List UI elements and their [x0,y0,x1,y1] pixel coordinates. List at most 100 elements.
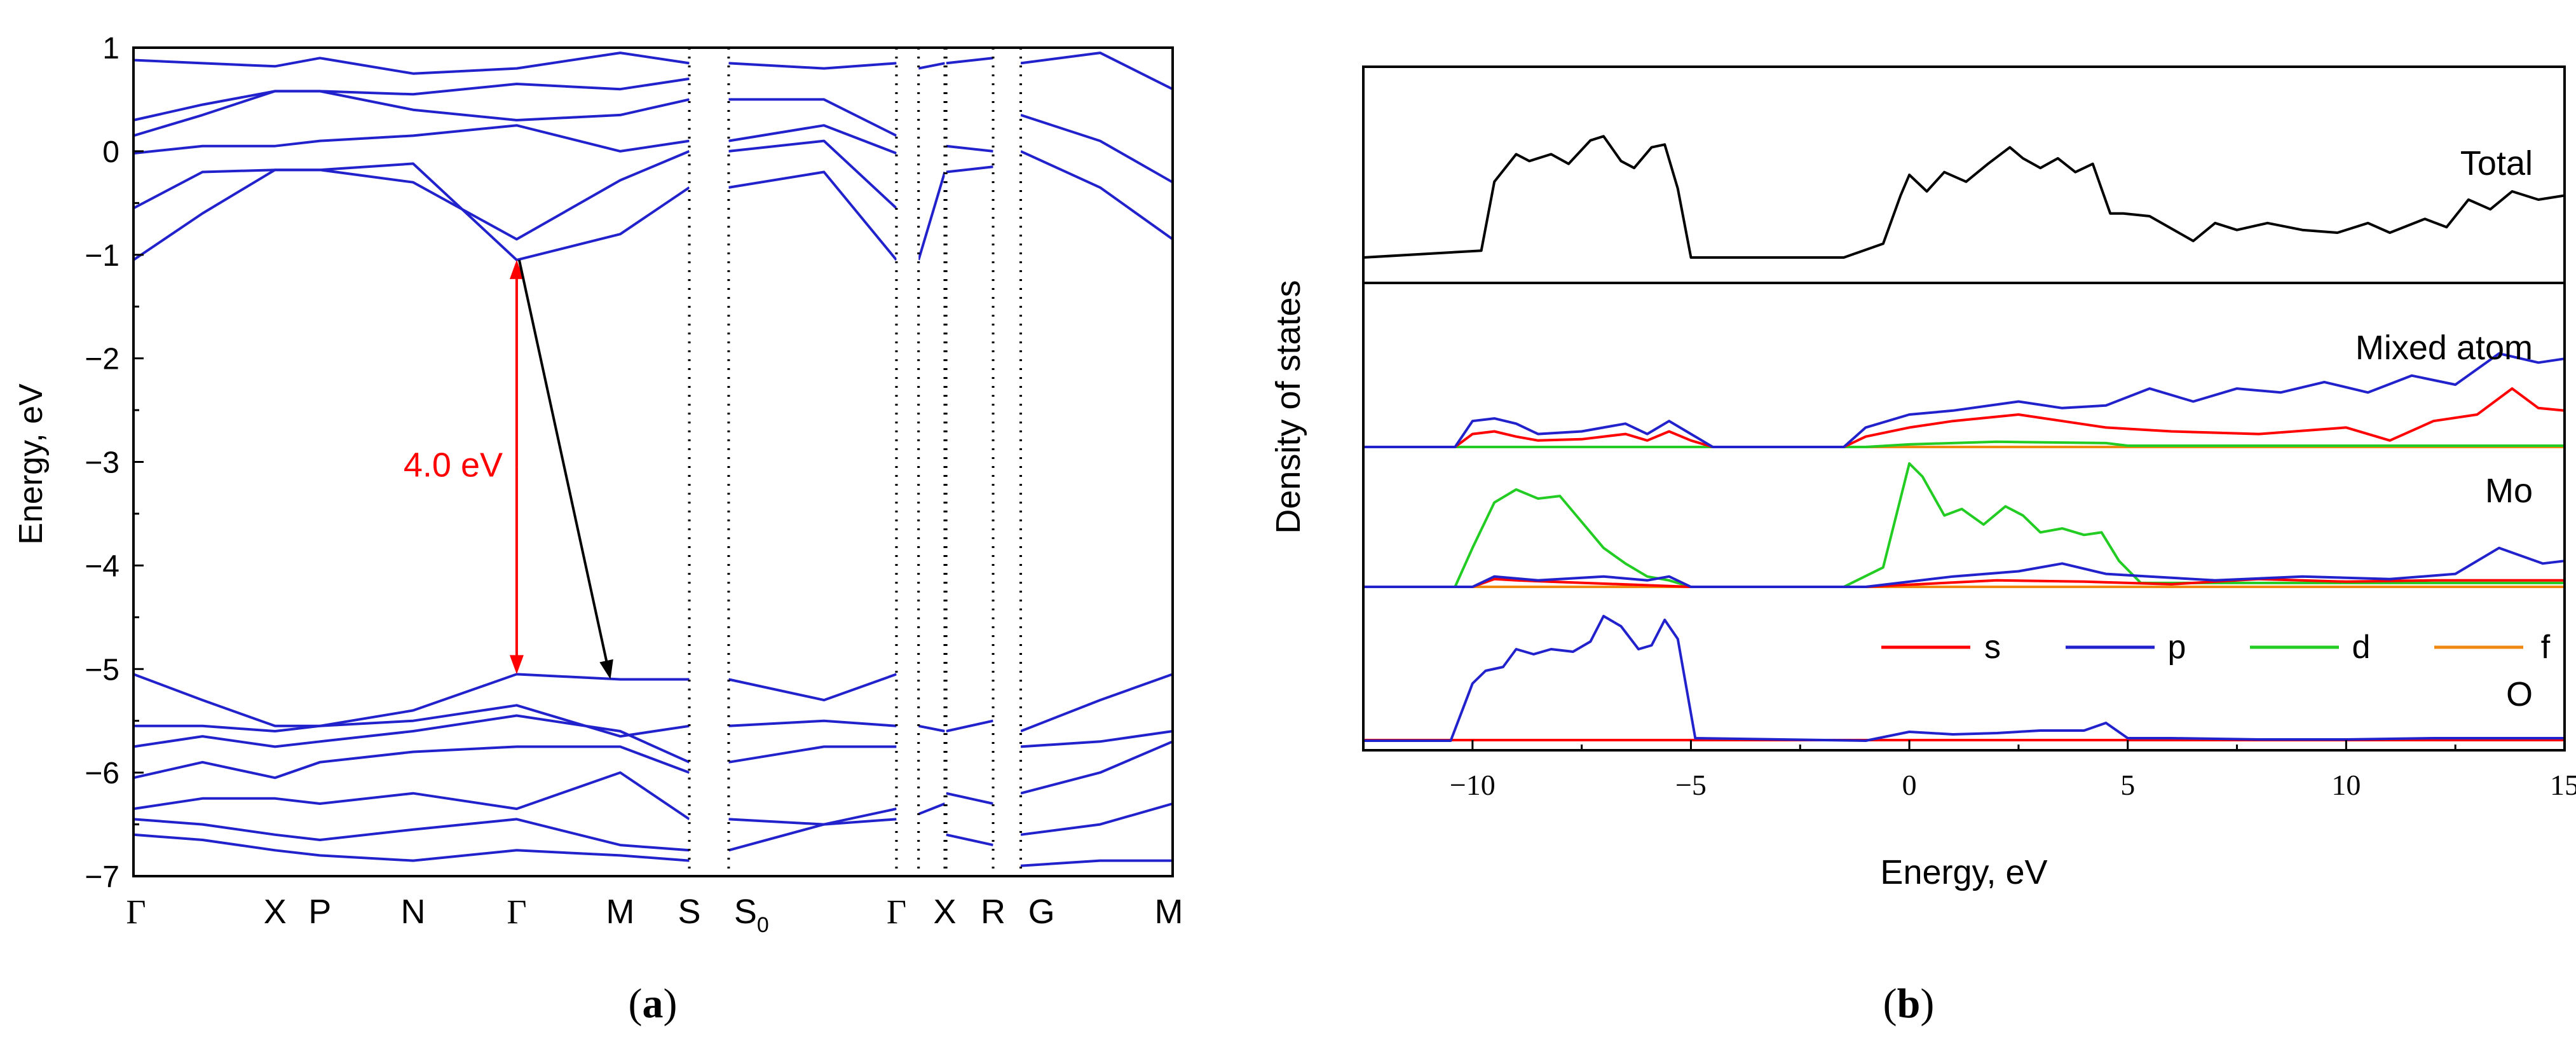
valence-band-line [946,792,993,805]
conduction-band-line [946,144,993,153]
band-gap-annotation [509,259,613,680]
y-tick-label: −6 [85,757,119,790]
segment-gap [896,49,919,875]
y-axis-label: Energy, eV [13,383,50,545]
panel-a-band-structure: 10−1−2−3−4−5−6−7 Γ X P N Γ M S S0 Γ X R G M Energy, … [13,32,1183,1027]
conduction-band-line [133,52,690,75]
conduction-band-line [1020,113,1173,184]
subpanel-labels: Total Mixed atom Mo O [2355,144,2533,713]
caption-a: (a) [629,980,678,1027]
k-point-label: X [933,893,956,931]
plot-b-frame [1362,65,2566,752]
caption-b: (b) [1883,980,1935,1027]
segment-gap [944,49,946,875]
legend-label-s: s [1984,629,2001,666]
conduction-band-line [133,150,690,241]
valence-band-line [133,745,690,780]
subpanel-label: Mo [2485,472,2533,510]
conduction-band-line [918,62,945,70]
conduction-band-line [133,124,690,155]
k-point-label: R [981,893,1005,931]
conduction-band-line [132,162,690,261]
segment-gaps [689,49,1021,875]
valence-band-line [1020,802,1173,836]
conduction-band-line [728,62,897,70]
conduction-band-line [728,124,897,155]
valence-band-line [918,724,945,732]
k-point-label: P [308,893,331,931]
direct-gap-arrow-up-head [509,259,524,279]
valence-band-line [133,714,690,764]
k-point-label: X [264,893,287,931]
x-tick-label: −5 [1675,769,1707,801]
conduction-band-line [1020,52,1173,90]
x-tick-label: 0 [1902,769,1917,801]
y-tick-label: −2 [85,343,119,376]
y-tick-label: −7 [85,860,119,894]
x-tick-label: 10 [2331,769,2361,801]
valence-band-line [946,719,993,732]
conduction-band-line [728,139,897,209]
k-point-label: M [1155,893,1183,931]
legend-label-d: d [2352,629,2371,666]
y-tick-label: 1 [102,32,119,65]
k-point-label: N [400,893,425,931]
y-axis-label-dos: Density of states [1269,280,1307,533]
segment-gap [689,49,729,875]
subpanel-label: O [2506,675,2533,713]
valence-band-line [133,818,690,852]
conduction-band-line [728,98,897,137]
x-tick-label: 5 [2120,769,2135,801]
mixed-atom-d-dos-line [1363,440,2565,448]
mo-d-dos-line [1363,462,2565,588]
x-axis-label: Energy, eV [1880,853,2047,891]
subpanel-label: Total [2460,144,2533,182]
k-point-labels: Γ X P N Γ M S S0 Γ X R G M [126,893,1183,937]
x-axis-ticks: −10 −5 0 5 10 15 [1362,740,2576,801]
dos-curves [1363,135,2565,742]
y-tick-label: −1 [85,239,119,273]
k-point-label: S [678,893,701,931]
y-tick-label: −4 [85,549,119,583]
conduction-band-line [917,171,946,261]
valence-band-line [728,818,897,852]
k-point-label: Γ [507,893,526,931]
y-tick-label: 0 [102,135,119,169]
legend-label-f: f [2541,629,2551,666]
legend-label-p: p [2168,629,2186,666]
total-total-dos-line [1363,135,2565,259]
x-tick-label: −10 [1450,769,1496,801]
conduction-band-line [133,90,690,137]
o-p-dos-line [1363,615,2565,742]
valence-band-line [133,704,690,738]
valence-band-line [728,673,897,702]
subpanel-label: Mixed atom [2355,329,2533,367]
conduction-band-line [1020,150,1174,240]
valence-band-line [918,802,946,816]
valence-band-line [1020,740,1173,795]
mo-p-dos-line [1363,546,2565,588]
valence-band-line [133,833,690,862]
k-point-label: Γ [126,893,146,931]
mixed-atom-s-dos-line [1363,387,2565,448]
indirect-gap-arrow-shaft [517,259,609,665]
conduction-band-line [728,170,897,261]
valence-band-line [1020,673,1173,732]
band-lines [132,52,1174,867]
valence-band-line [728,745,897,764]
valence-band-line [946,833,993,847]
conduction-band-line [946,165,993,174]
k-point-label: G [1028,893,1055,931]
direct-gap-arrow-down-head [509,655,524,675]
valence-band-line [133,771,690,821]
conduction-band-line [133,77,690,121]
valence-band-line [1020,859,1173,867]
indirect-gap-arrow-head [599,659,613,680]
valence-band-line [133,673,690,727]
panel-b-density-of-states: Total Mixed atom Mo O −10 −5 0 5 10 15 Energy, e… [1269,65,2576,1027]
y-axis-ticks: 1 0 −1 −2 −3 −4 −5 −6 −7 [85,32,144,894]
segment-gap [993,49,1021,875]
